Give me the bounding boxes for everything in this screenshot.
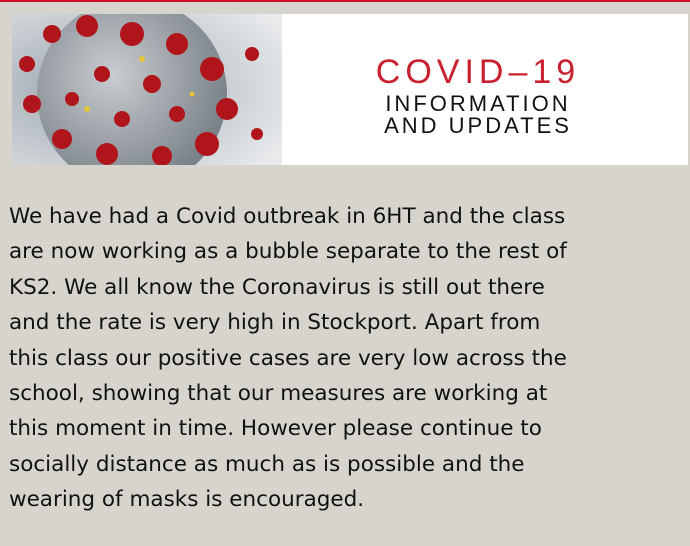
- text-line: are now working as a bubble separate to …: [9, 234, 690, 269]
- text-line: this class our positive cases are very l…: [9, 341, 690, 376]
- text-line: school, showing that our measures are wo…: [9, 376, 690, 411]
- text-line: and the rate is very high in Stockport. …: [9, 305, 690, 340]
- banner-subtitle: INFORMATION: [308, 93, 648, 115]
- body-text: We have had a Covid outbreak in 6HT and …: [9, 199, 690, 518]
- banner-title: COVID–19: [308, 54, 648, 90]
- virus-image: [12, 14, 282, 165]
- banner-subtitle: AND UPDATES: [308, 115, 648, 137]
- page: COVID–19 INFORMATION AND UPDATES We have…: [0, 0, 690, 546]
- text-line: wearing of masks is encouraged.: [9, 482, 690, 517]
- text-line: KS2. We all know the Coronavirus is stil…: [9, 270, 690, 305]
- text-line: socially distance as much as is possible…: [9, 447, 690, 482]
- text-line: this moment in time. However please cont…: [9, 411, 690, 446]
- top-border: [0, 0, 690, 2]
- banner: COVID–19 INFORMATION AND UPDATES: [12, 14, 688, 165]
- text-line: We have had a Covid outbreak in 6HT and …: [9, 199, 690, 234]
